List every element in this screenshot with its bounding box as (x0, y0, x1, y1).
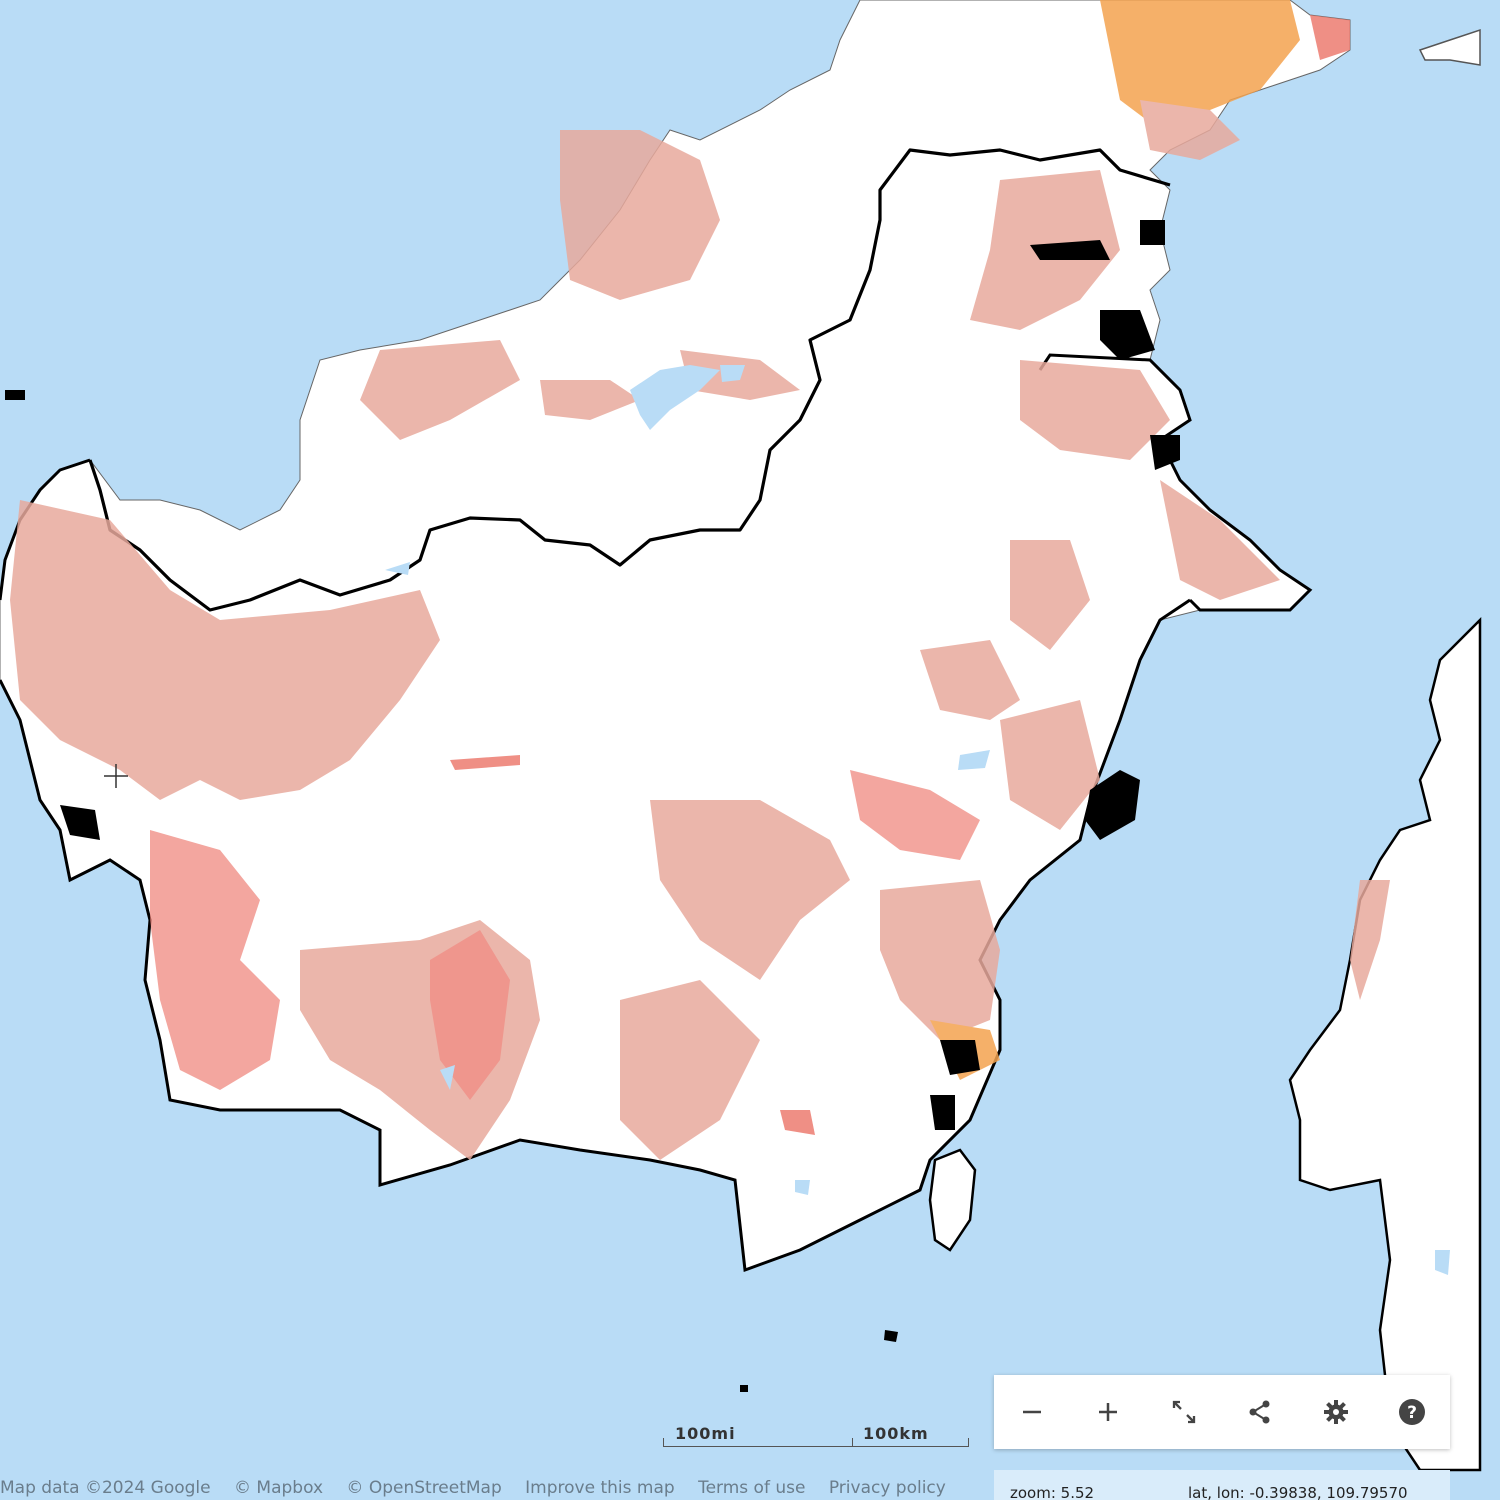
overlay-area (780, 1110, 815, 1135)
expand-icon (1172, 1400, 1196, 1424)
attribution-map-data: Map data ©2024 Google (0, 1478, 211, 1498)
overlay-area (10, 500, 440, 800)
question-circle-icon: ? (1399, 1399, 1425, 1425)
scale-tick (663, 1438, 664, 1447)
lake (795, 1180, 810, 1195)
settings-button[interactable] (1312, 1388, 1360, 1436)
coast-border-south (0, 598, 1191, 1273)
zoom-out-button[interactable] (1008, 1388, 1056, 1436)
gear-icon (1324, 1400, 1348, 1424)
island-cluster (884, 1330, 898, 1342)
lake (440, 1065, 455, 1090)
fullscreen-button[interactable] (1160, 1388, 1208, 1436)
share-icon (1249, 1400, 1270, 1424)
overlay-area (1140, 100, 1240, 160)
overlay-area (360, 340, 520, 440)
attribution-bar: Map data ©2024 Google © Mapbox © OpenStr… (0, 1478, 990, 1500)
overlay-area (1020, 360, 1170, 460)
lake (958, 750, 990, 770)
water-features (385, 365, 1450, 1275)
overlay-area (920, 640, 1020, 720)
plus-icon (1099, 1403, 1117, 1421)
scale-miles-label: 100mi (675, 1424, 736, 1443)
help-button[interactable]: ? (1388, 1388, 1436, 1436)
island-cluster (1100, 310, 1155, 360)
overlay-area (1000, 700, 1100, 830)
scale-tick (852, 1438, 853, 1447)
overlay-area (150, 830, 280, 1090)
map-controls: ? (994, 1375, 1450, 1449)
island-cluster (740, 1385, 748, 1392)
zoom-in-button[interactable] (1084, 1388, 1132, 1436)
island-cluster (1085, 770, 1140, 840)
overlay-area (1350, 880, 1390, 1000)
island-cluster (930, 1095, 955, 1130)
overlay-area (1160, 480, 1280, 600)
scale-bar: 100mi 100km (663, 1424, 973, 1452)
lake (1435, 1250, 1450, 1275)
zoom-readout: zoom: 5.52 (1010, 1484, 1095, 1500)
minus-icon (1023, 1410, 1041, 1414)
scale-km-label: 100km (863, 1424, 929, 1443)
island-cluster (1140, 220, 1165, 245)
overlay-area (850, 770, 980, 860)
overlay-area (880, 880, 1000, 1040)
laut-island (928, 1148, 977, 1252)
overlay-area (560, 130, 720, 300)
attribution-osm-link[interactable]: © OpenStreetMap (346, 1478, 502, 1498)
island-cluster (60, 805, 100, 840)
overlay-area (620, 980, 760, 1160)
overlay-area (1100, 0, 1300, 130)
lake (720, 365, 745, 382)
island-cluster (1030, 240, 1110, 260)
latlon-readout: lat, lon: -0.39838, 109.79570 (1188, 1484, 1408, 1500)
overlay-layer (10, 0, 1390, 1160)
island-cluster (1150, 435, 1180, 470)
lake (385, 562, 410, 575)
national-border (88, 148, 1171, 612)
crosshair-icon (104, 764, 128, 788)
sulawesi-north-arm (1418, 28, 1481, 66)
overlay-area (430, 930, 510, 1100)
privacy-link[interactable]: Privacy policy (828, 1478, 946, 1498)
improve-map-link[interactable]: Improve this map (525, 1478, 675, 1498)
lake (630, 365, 720, 430)
island-cluster (5, 390, 25, 400)
coast-border-east (1038, 353, 1313, 612)
overlay-area (450, 755, 520, 770)
overlay-area (540, 380, 640, 420)
overlay-area (1010, 540, 1090, 650)
status-bar: zoom: 5.52 lat, lon: -0.39838, 109.79570 (994, 1470, 1450, 1500)
terms-link[interactable]: Terms of use (698, 1478, 806, 1498)
east-coast-islands (5, 220, 1180, 1392)
attribution-mapbox-link[interactable]: © Mapbox (234, 1478, 324, 1498)
island-cluster (940, 1040, 980, 1075)
overlay-area (650, 800, 850, 980)
scale-line (663, 1446, 969, 1447)
svg-text:?: ? (1407, 1403, 1417, 1423)
scale-tick (968, 1438, 969, 1447)
overlay-area (1310, 15, 1350, 60)
share-button[interactable] (1236, 1388, 1284, 1436)
